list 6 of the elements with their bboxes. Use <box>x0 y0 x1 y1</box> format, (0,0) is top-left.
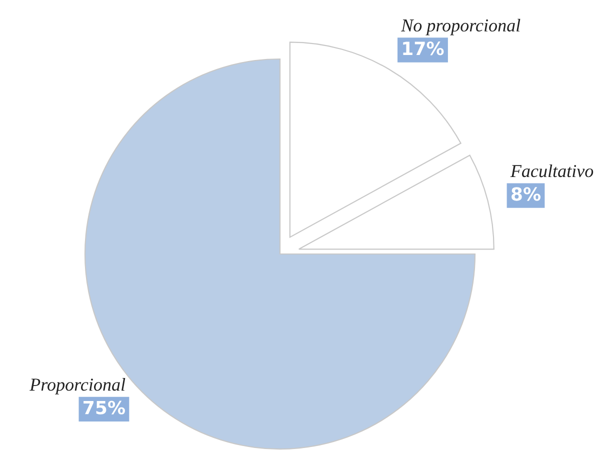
data-label: 17% <box>403 42 444 56</box>
data-label: 8% <box>512 187 541 201</box>
data-label: 75% <box>84 400 125 414</box>
slice-label: Facultativo <box>510 164 594 178</box>
slice-label: No proporcional <box>400 18 520 36</box>
slice-label: Proporcional <box>30 378 126 394</box>
